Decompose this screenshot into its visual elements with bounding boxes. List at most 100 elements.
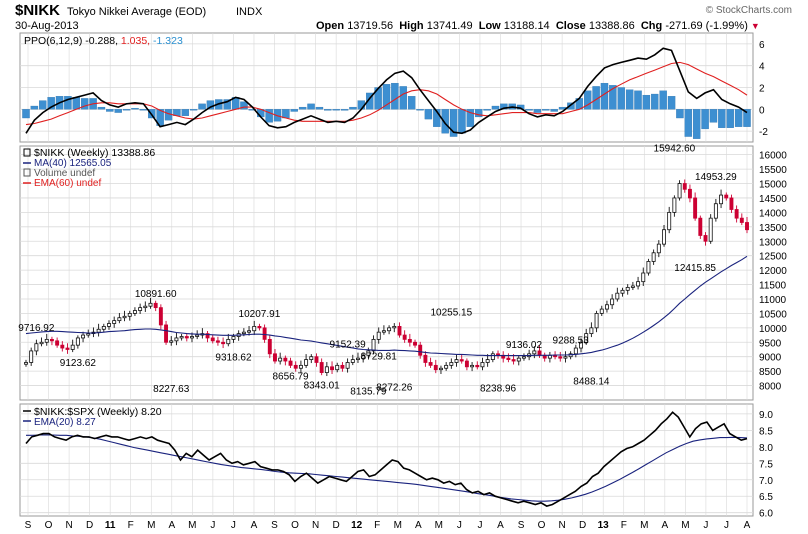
ratio-y-tick: 6.5 (759, 492, 773, 503)
x-tick-label: J (477, 520, 482, 531)
ppo-histogram-bar (198, 103, 206, 110)
price-annotation: 9716.92 (18, 323, 55, 334)
open-label: Open (316, 20, 345, 32)
candle-body (573, 347, 578, 355)
ppo-histogram-bar (248, 109, 257, 111)
candle-body (335, 364, 340, 371)
candle-body (413, 341, 417, 346)
candle-body (247, 330, 251, 333)
x-tick-label: O (538, 520, 546, 531)
candle-body (112, 320, 117, 324)
candle-body (604, 304, 609, 310)
ratio-panel: 9.0 8.5 8.0 7.5 7.0 6.5 6.0 $NIKK:$SPX (Weekly)… (19, 403, 773, 520)
x-tick-label: A (251, 520, 258, 531)
ratio-legend-item: EMA(20) 8.27 (34, 417, 96, 428)
candle-body (24, 362, 28, 365)
ppo-histogram-bar (407, 96, 416, 110)
candle-body (454, 359, 459, 363)
ppo-histogram-bar (332, 109, 340, 111)
price-annotation: 9318.62 (215, 353, 252, 364)
ppo-histogram-bar (651, 93, 659, 110)
ppo-histogram-bar (399, 86, 407, 110)
candle-body (672, 197, 677, 213)
ppo-histogram-bar (47, 97, 55, 110)
ppo-histogram-bar (298, 106, 307, 110)
x-tick-label: F (128, 520, 134, 531)
ppo-histogram-bar (139, 109, 148, 111)
candle-body (558, 356, 563, 359)
price-annotation: 14953.29 (695, 172, 737, 183)
ratio-ema-line (26, 434, 748, 502)
price-annotation: 8656.79 (272, 372, 309, 383)
ppo-legend-item: PPO(6,12,9) (24, 35, 82, 47)
x-tick-label: F (621, 520, 627, 531)
candle-body (713, 203, 718, 219)
ratio-line (25, 411, 748, 507)
price-annotation: 9152.39 (330, 339, 367, 350)
ppo-histogram-bar (676, 109, 684, 119)
candle-body (309, 356, 314, 360)
candle-body (164, 324, 169, 343)
candle-body (698, 217, 703, 236)
x-axis: S O N D 11 F M A M J J A S O N D 12 F M A M J J A S O N D 13 F M A M J J A (25, 520, 751, 531)
price-y-tick: 11000 (759, 295, 787, 306)
ppo-y-tick: 6 (759, 40, 765, 51)
ppo-signal-line (25, 61, 748, 126)
ppo-histogram-bar (22, 109, 30, 119)
price-legend-item: Volume undef (34, 168, 95, 179)
x-tick-label: S (518, 520, 525, 531)
ppo-histogram-bar (667, 96, 676, 110)
candle-body (418, 344, 423, 356)
candle-body (34, 343, 39, 352)
x-tick-label: J (703, 520, 708, 531)
price-annotation: 12415.85 (674, 263, 716, 274)
candle-body (257, 325, 262, 329)
price-annotation: 9288.53 (553, 335, 590, 346)
price-y-tick: 12000 (759, 266, 787, 277)
x-tick-label: F (374, 520, 380, 531)
candle-body (158, 307, 163, 326)
price-annotation: 8343.01 (304, 381, 341, 392)
x-tick-label: J (210, 520, 215, 531)
candle-body (381, 330, 386, 333)
chart-name: Tokyo Nikkei Average (EOD) (67, 6, 207, 18)
candle-body (288, 360, 293, 366)
price-annotation: 10255.15 (430, 307, 472, 318)
x-tick-label: M (435, 520, 443, 531)
candle-body (283, 357, 288, 362)
x-tick-label: A (661, 520, 668, 531)
ppo-histogram-bar (592, 86, 600, 110)
ppo-histogram-bar (72, 97, 81, 110)
candle-body (433, 364, 438, 371)
x-tick-label: A (497, 520, 504, 531)
candle-body (589, 327, 594, 335)
candle-body (190, 336, 194, 339)
price-annotation: 8272.26 (376, 383, 413, 394)
ppo-histogram-bar (466, 109, 475, 127)
candle-body (439, 367, 443, 371)
candle-body (584, 333, 589, 343)
x-tick-label: J (457, 520, 462, 531)
ppo-histogram-bar (324, 109, 332, 111)
ppo-histogram-bar (366, 92, 374, 110)
candle-body (138, 307, 143, 311)
ppo-histogram-bar (340, 109, 349, 111)
candle-body (677, 183, 682, 199)
x-tick-label: J (231, 520, 236, 531)
candle-body (729, 197, 734, 210)
candle-body (153, 302, 158, 309)
price-y-tick: 15000 (759, 180, 787, 191)
ppo-histogram-bar (617, 87, 625, 110)
ratio-y-tick: 8.0 (759, 443, 773, 454)
candle-body (667, 211, 672, 231)
price-y-tick: 10500 (759, 309, 787, 320)
candle-body (55, 340, 60, 346)
chg-label: Chg (640, 20, 663, 32)
ppo-histogram-bar (449, 109, 458, 137)
candle-body (687, 188, 692, 199)
candle-body (610, 298, 615, 306)
candle-body (107, 323, 111, 327)
candle-body (708, 217, 713, 242)
ppo-histogram-bar (583, 90, 592, 110)
candle-body (480, 362, 485, 368)
